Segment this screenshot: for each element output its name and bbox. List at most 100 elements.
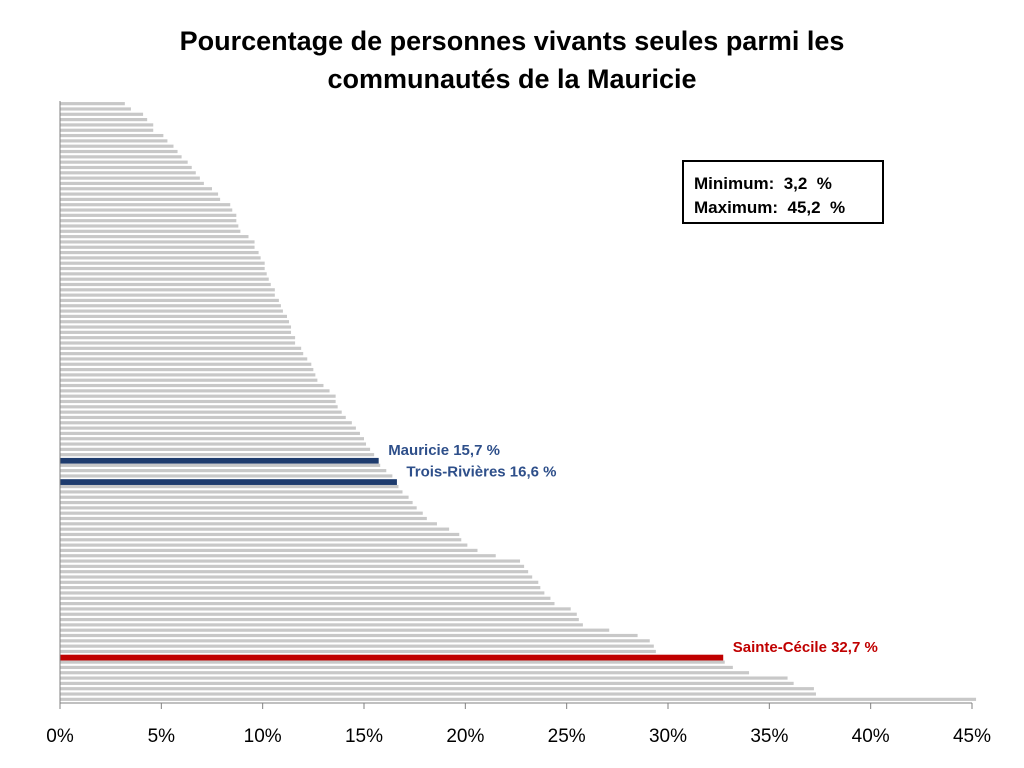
bar: [60, 208, 233, 212]
bar: [60, 559, 521, 563]
bar: [60, 628, 610, 632]
x-tick-label: 30%: [649, 726, 687, 747]
bar: [60, 314, 287, 318]
bar: [60, 591, 545, 595]
bar: [60, 256, 261, 260]
bar: [60, 346, 302, 350]
bar: [60, 261, 265, 265]
bar: [60, 357, 308, 361]
bar: [60, 575, 533, 579]
bar: [60, 527, 450, 531]
bar: [60, 118, 148, 122]
bar: [60, 181, 204, 186]
bar: [60, 155, 182, 159]
bar: [60, 639, 650, 643]
bar: [60, 660, 725, 664]
bar: [60, 564, 525, 568]
bar: [60, 633, 638, 638]
bar: [60, 511, 423, 515]
highlight-label: Mauricie 15,7 %: [388, 442, 500, 459]
bar: [60, 506, 417, 510]
bar: [60, 165, 192, 170]
bar: [60, 415, 346, 420]
bar: [60, 176, 200, 180]
bar: [60, 107, 131, 111]
bar: [60, 298, 279, 303]
bar: [60, 288, 275, 292]
bar: [60, 516, 427, 521]
bar: [60, 580, 539, 584]
highlight-label: Sainte-Cécile 32,7 %: [733, 639, 878, 656]
bar: [60, 213, 237, 217]
bar: [60, 442, 367, 446]
bar-highlight: [59, 457, 379, 464]
bar: [60, 336, 296, 340]
bar: [60, 410, 342, 414]
x-tick-label: 5%: [148, 726, 176, 747]
bar: [60, 389, 330, 393]
bar: [60, 437, 364, 441]
bar: [60, 607, 571, 611]
x-tick-label: 25%: [548, 726, 586, 747]
bar: [60, 538, 462, 542]
bar: [60, 149, 178, 154]
bar: [60, 602, 555, 606]
bar: [60, 612, 577, 616]
bar: [60, 586, 541, 590]
x-tick-label: 0%: [46, 726, 74, 747]
x-tick-label: 45%: [953, 726, 991, 747]
bar: [60, 623, 583, 627]
x-tick-label: 20%: [446, 726, 484, 747]
bar: [60, 235, 249, 239]
bar: [60, 383, 324, 388]
bar: [60, 681, 794, 685]
bar: [60, 485, 399, 489]
bar: [60, 405, 338, 409]
bar: [60, 474, 393, 478]
x-tick-label: 40%: [852, 726, 890, 747]
bar: [60, 367, 314, 372]
bar: [60, 617, 579, 622]
bar: [60, 123, 154, 127]
x-tick-label: 35%: [750, 726, 788, 747]
min-max-box: Minimum: 3,2 % Maximum: 45,2 %: [682, 160, 884, 224]
bar: [60, 373, 316, 377]
bar: [60, 687, 814, 691]
bar: [60, 399, 336, 404]
bar: [60, 282, 271, 287]
bar: [60, 219, 237, 223]
bar: [60, 596, 551, 600]
bar: [60, 352, 304, 356]
bar: [60, 293, 275, 297]
bar: [60, 522, 437, 526]
bar: [60, 266, 265, 271]
bar: [60, 192, 219, 196]
bar: [60, 548, 478, 553]
bar: [60, 187, 212, 191]
bar: [60, 229, 241, 233]
chart-title-line-1: Pourcentage de personnes vivants seules …: [179, 26, 845, 56]
bar: [60, 570, 529, 574]
x-tick-label: 15%: [345, 726, 383, 747]
bar: [60, 272, 267, 276]
bar: [60, 362, 312, 366]
bar: [60, 490, 403, 494]
bar: [60, 447, 371, 451]
bar: [60, 197, 221, 201]
bar: [60, 453, 375, 457]
bar: [60, 676, 788, 680]
bar: [60, 128, 154, 132]
bar: [60, 325, 292, 329]
bar: [60, 320, 290, 324]
bar: [60, 426, 356, 430]
bar: [60, 250, 259, 255]
bar: [60, 160, 188, 164]
bar: [60, 309, 283, 313]
bar: [60, 144, 174, 148]
maximum-label: Maximum: 45,2 %: [694, 198, 846, 217]
bar: [60, 102, 125, 106]
bar: [60, 171, 196, 175]
bar: [60, 330, 292, 334]
chart-title: Pourcentage de personnes vivants seules …: [0, 22, 1024, 98]
